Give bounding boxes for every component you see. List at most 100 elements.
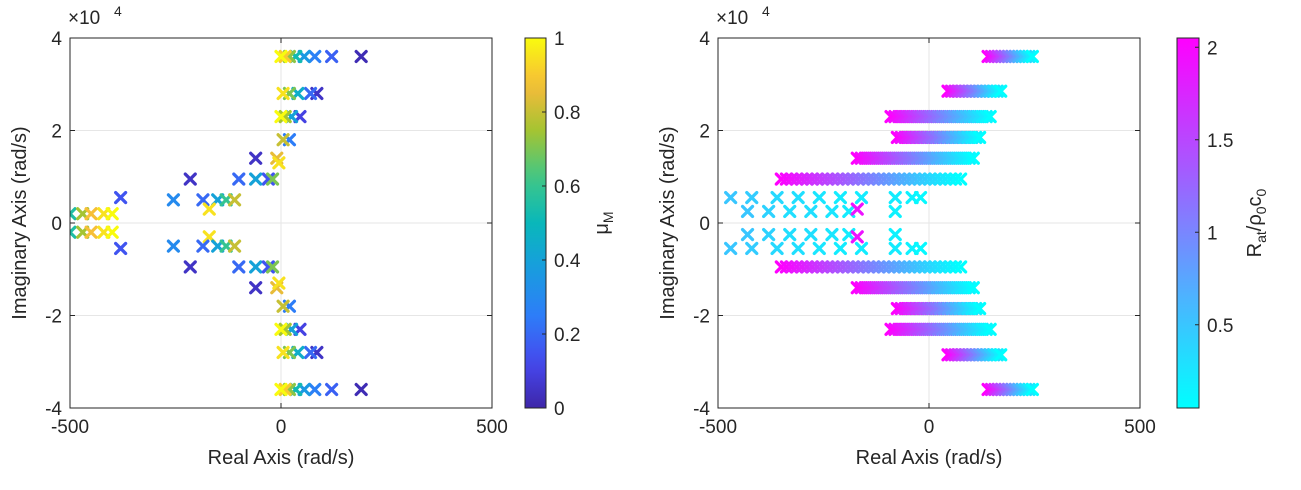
data-point-marker xyxy=(969,130,983,145)
marker-stroke-b xyxy=(278,322,292,336)
data-point-marker xyxy=(274,382,288,397)
y-exponent-label: ×10 xyxy=(716,8,748,29)
marker-stroke-b xyxy=(196,193,210,207)
data-point-marker xyxy=(105,207,119,221)
data-point-marker xyxy=(990,84,1004,98)
data-point-marker xyxy=(274,49,288,64)
y-tick-label: 0 xyxy=(699,214,710,235)
data-point-marker xyxy=(833,190,847,205)
data-point-marker xyxy=(276,299,290,313)
marker-stroke-b xyxy=(276,345,290,360)
colorbar-tick-label: 2 xyxy=(1207,38,1218,59)
data-point-marker xyxy=(227,193,242,207)
data-point-marker xyxy=(954,172,968,186)
marker-stroke-b xyxy=(833,190,847,205)
marker-stroke-b xyxy=(954,172,968,186)
data-point-marker xyxy=(274,110,288,124)
colorbar-label-sub: 0 xyxy=(1253,206,1269,214)
marker-stroke-b xyxy=(854,190,869,205)
marker-stroke-b xyxy=(973,301,987,316)
data-point-marker xyxy=(762,227,776,242)
data-point-marker xyxy=(196,239,210,253)
marker-stroke-b xyxy=(249,172,263,186)
marker-stroke-b xyxy=(232,260,246,274)
data-point-marker xyxy=(983,110,997,124)
data-point-marker xyxy=(724,190,738,205)
data-point-marker xyxy=(308,382,322,397)
marker-stroke-b xyxy=(114,241,128,256)
marker-stroke-b xyxy=(227,193,242,207)
marker-stroke-b xyxy=(969,130,983,145)
marker-stroke-b xyxy=(954,260,968,274)
marker-stroke-b xyxy=(783,204,797,219)
marker-stroke-b xyxy=(249,281,263,295)
data-point-marker xyxy=(825,204,839,219)
marker-stroke-b xyxy=(783,227,797,242)
data-point-marker xyxy=(114,241,128,256)
marker-stroke-b xyxy=(990,348,1004,362)
marker-stroke-b xyxy=(983,322,997,336)
marker-stroke-b xyxy=(812,190,826,205)
marker-stroke-b xyxy=(183,260,197,274)
data-point-marker xyxy=(994,348,1008,362)
marker-stroke-b xyxy=(842,204,856,219)
marker-stroke-b xyxy=(990,84,1004,98)
marker-stroke-b xyxy=(70,207,77,217)
marker-stroke-b xyxy=(983,110,997,124)
y-exponent-power: 4 xyxy=(114,3,122,19)
data-point-marker xyxy=(740,204,755,219)
data-point-marker xyxy=(854,241,869,256)
marker-stroke-b xyxy=(724,241,738,256)
marker-stroke-b xyxy=(274,322,288,336)
data-point-marker xyxy=(850,202,864,216)
marker-stroke-b xyxy=(962,281,976,295)
marker-stroke-b xyxy=(166,239,180,253)
marker-stroke-b xyxy=(227,239,242,253)
data-point-marker xyxy=(979,110,993,124)
marker-stroke-b xyxy=(1022,49,1036,64)
colorbar-tick-label: 0.8 xyxy=(554,103,580,124)
data-point-marker xyxy=(166,239,180,253)
data-point-marker xyxy=(804,227,818,242)
marker-stroke-b xyxy=(202,230,216,244)
colorbar-label-part: μ xyxy=(591,223,613,235)
colorbar-label-part: /ρ xyxy=(1244,214,1266,231)
colorbar-label: Rat/ρ0c0 xyxy=(1244,188,1269,257)
marker-stroke-b xyxy=(84,225,98,239)
y-tick-label: -2 xyxy=(693,307,710,328)
marker-stroke-b xyxy=(888,190,902,205)
marker-stroke-a xyxy=(70,229,77,239)
data-point-marker xyxy=(969,301,983,316)
marker-stroke-b xyxy=(804,227,818,242)
data-point-marker xyxy=(276,345,290,360)
colorbar-tick-label: 0.5 xyxy=(1207,316,1233,337)
marker-stroke-b xyxy=(278,49,292,64)
data-point-marker xyxy=(272,156,286,170)
data-point-marker xyxy=(274,322,288,336)
x-tick-label: 500 xyxy=(476,417,508,438)
marker-stroke-b xyxy=(249,151,263,165)
y-tick-label: -2 xyxy=(45,307,62,328)
marker-stroke-b xyxy=(202,202,216,216)
marker-stroke-b xyxy=(261,260,275,274)
colorbar-label-sub: 0 xyxy=(1253,188,1269,196)
marker-stroke-b xyxy=(770,241,784,256)
marker-stroke-b xyxy=(183,172,197,186)
data-point-marker xyxy=(278,382,292,397)
marker-stroke-b xyxy=(261,172,275,186)
data-point-marker xyxy=(325,49,339,64)
marker-stroke-b xyxy=(770,190,784,205)
data-point-marker xyxy=(888,227,902,242)
marker-stroke-b xyxy=(850,202,864,216)
marker-stroke-b xyxy=(833,241,847,256)
data-point-marker xyxy=(745,241,759,256)
y-tick-label: -4 xyxy=(693,399,710,420)
marker-stroke-b xyxy=(278,110,292,124)
colorbar-label-sub: M xyxy=(600,211,616,223)
marker-stroke-b xyxy=(1025,49,1039,64)
marker-stroke-b xyxy=(325,382,339,397)
y-tick-label: -4 xyxy=(45,399,62,420)
data-point-marker xyxy=(990,348,1004,362)
data-point-marker xyxy=(962,281,976,295)
